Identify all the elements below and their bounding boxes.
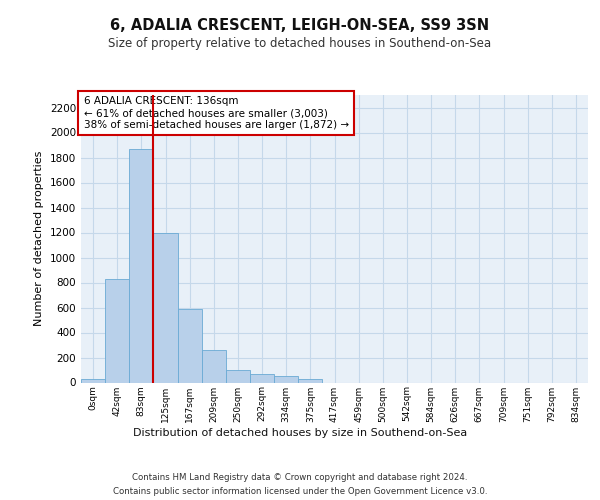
Y-axis label: Number of detached properties: Number of detached properties	[34, 151, 44, 326]
Bar	[298, 379, 322, 382]
Bar	[202, 350, 226, 382]
Text: Contains public sector information licensed under the Open Government Licence v3: Contains public sector information licen…	[113, 488, 487, 496]
Bar	[81, 380, 105, 382]
Text: 6, ADALIA CRESCENT, LEIGH-ON-SEA, SS9 3SN: 6, ADALIA CRESCENT, LEIGH-ON-SEA, SS9 3S…	[110, 18, 490, 32]
Bar	[178, 308, 202, 382]
Bar	[250, 374, 274, 382]
Text: Contains HM Land Registry data © Crown copyright and database right 2024.: Contains HM Land Registry data © Crown c…	[132, 472, 468, 482]
Text: Distribution of detached houses by size in Southend-on-Sea: Distribution of detached houses by size …	[133, 428, 467, 438]
Bar	[154, 232, 178, 382]
Bar	[274, 376, 298, 382]
Bar	[226, 370, 250, 382]
Text: Size of property relative to detached houses in Southend-on-Sea: Size of property relative to detached ho…	[109, 38, 491, 51]
Bar	[129, 149, 154, 382]
Text: 6 ADALIA CRESCENT: 136sqm
← 61% of detached houses are smaller (3,003)
38% of se: 6 ADALIA CRESCENT: 136sqm ← 61% of detac…	[83, 96, 349, 130]
Bar	[105, 279, 129, 382]
